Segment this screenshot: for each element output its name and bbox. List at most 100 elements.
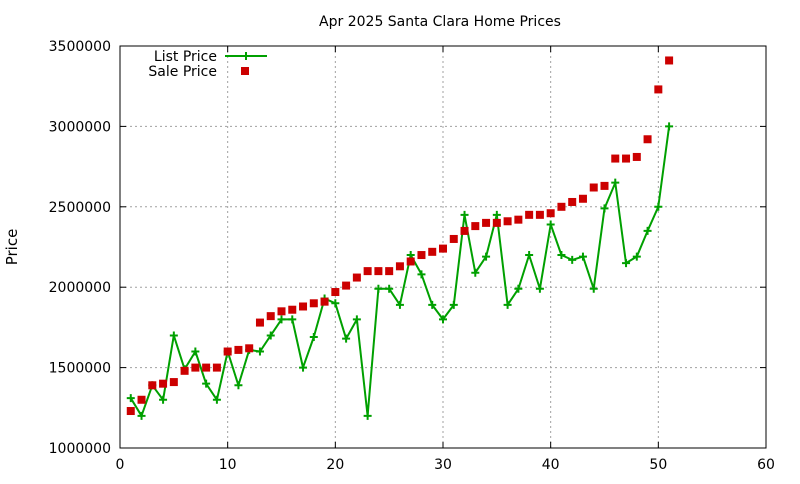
series-list-price (126, 122, 674, 420)
data-point-list-price (255, 347, 264, 356)
data-point-sale-price (439, 244, 447, 253)
data-point-list-price (492, 210, 501, 219)
data-point-sale-price (568, 197, 577, 206)
data-point-sale-price (385, 267, 394, 276)
tick-layer: 0 10 20 30 40 50 60 1000000 1500000 2000000 250000… (49, 39, 775, 473)
data-point-list-price (568, 255, 577, 264)
data-point-sale-price (352, 273, 361, 282)
legend: List Price Sale Price (148, 49, 267, 80)
data-point-sale-price (299, 302, 308, 311)
data-point-list-price (471, 268, 480, 277)
data-point-list-price (137, 411, 146, 420)
data-point-sale-price (503, 217, 512, 226)
x-tick-label: 10 (219, 457, 237, 473)
data-point-sale-price (288, 305, 297, 314)
data-point-sale-price (159, 379, 168, 388)
data-point-list-price (212, 395, 221, 404)
data-point-list-price (535, 284, 544, 293)
data-point-list-price (622, 259, 631, 268)
data-point-sale-price (600, 181, 609, 190)
data-point-list-price (665, 122, 674, 131)
data-point-list-price (643, 226, 652, 235)
data-point-sale-price (180, 366, 189, 375)
data-point-list-price (352, 315, 361, 324)
y-tick-label: 2000000 (49, 280, 111, 296)
legend-label-sale-price: Sale Price (148, 64, 217, 80)
data-point-list-price (589, 284, 598, 293)
data-point-list-price (600, 204, 609, 213)
data-point-sale-price (234, 345, 243, 354)
data-point-list-price (460, 210, 469, 219)
data-point-sale-price (492, 218, 501, 227)
data-point-list-price (159, 395, 168, 404)
data-point-sale-price (654, 85, 663, 94)
data-point-sale-price (374, 267, 383, 276)
x-tick-label: 0 (116, 457, 125, 473)
data-point-sale-price (331, 288, 340, 297)
data-point-sale-price (202, 363, 211, 372)
data-point-sale-price (191, 363, 200, 372)
data-point-sale-price (406, 257, 415, 266)
data-point-list-price (546, 220, 555, 229)
x-tick-label: 40 (542, 457, 560, 473)
data-point-list-price (503, 300, 512, 309)
y-tick-label: 1500000 (49, 361, 111, 377)
data-point-sale-price (611, 154, 620, 163)
x-tick-label: 60 (757, 457, 775, 473)
data-point-sale-price (245, 344, 254, 353)
data-point-sale-price (514, 215, 523, 224)
data-point-sale-price (320, 297, 329, 306)
data-point-list-price (417, 270, 426, 279)
x-tick-label: 50 (649, 457, 667, 473)
data-point-sale-price (482, 218, 491, 227)
data-point-list-price (374, 284, 383, 293)
data-point-list-price (331, 299, 340, 308)
data-point-list-price (126, 394, 135, 403)
data-point-list-price (266, 331, 275, 340)
data-point-sale-price (632, 152, 641, 161)
data-point-sale-price (363, 267, 372, 276)
data-point-list-price (169, 331, 178, 340)
data-point-list-price (277, 315, 286, 324)
data-point-sale-price (535, 210, 544, 219)
data-point-sale-price (395, 262, 404, 271)
data-point-list-price (342, 334, 351, 343)
data-point-sale-price (277, 307, 286, 316)
data-point-sale-price (266, 312, 275, 321)
data-point-list-price (309, 333, 318, 342)
y-tick-label: 3500000 (49, 39, 111, 55)
data-point-sale-price (169, 378, 178, 387)
data-point-sale-price (137, 395, 146, 404)
data-point-sale-price (212, 363, 221, 372)
data-point-sale-price (126, 407, 135, 416)
data-point-sale-price (223, 347, 232, 356)
data-point-list-price (363, 411, 372, 420)
data-point-list-price (449, 300, 458, 309)
data-point-sale-price (665, 56, 674, 65)
data-point-list-price (525, 251, 534, 260)
x-tick-label: 20 (326, 457, 344, 473)
data-point-list-price (299, 363, 308, 372)
data-point-list-price (439, 315, 447, 324)
data-point-list-price (578, 252, 587, 261)
data-point-sale-price (449, 234, 458, 243)
data-point-list-price (514, 284, 523, 293)
data-point-list-price (234, 381, 243, 390)
series-line-list-price (129, 126, 671, 417)
data-point-list-price (611, 178, 620, 187)
data-point-sale-price (255, 318, 264, 327)
data-point-list-price (482, 252, 491, 261)
data-point-list-price (557, 251, 566, 260)
series-sale-price (126, 56, 674, 416)
y-tick-label: 3000000 (49, 119, 111, 135)
data-point-sale-price (525, 210, 534, 219)
y-tick-label: 2500000 (49, 200, 111, 216)
x-tick-label: 30 (434, 457, 452, 473)
data-point-list-price (395, 300, 404, 309)
data-point-sale-price (643, 135, 652, 144)
data-point-sale-price (342, 281, 351, 290)
data-point-sale-price (578, 194, 587, 203)
series-layer (126, 56, 674, 420)
